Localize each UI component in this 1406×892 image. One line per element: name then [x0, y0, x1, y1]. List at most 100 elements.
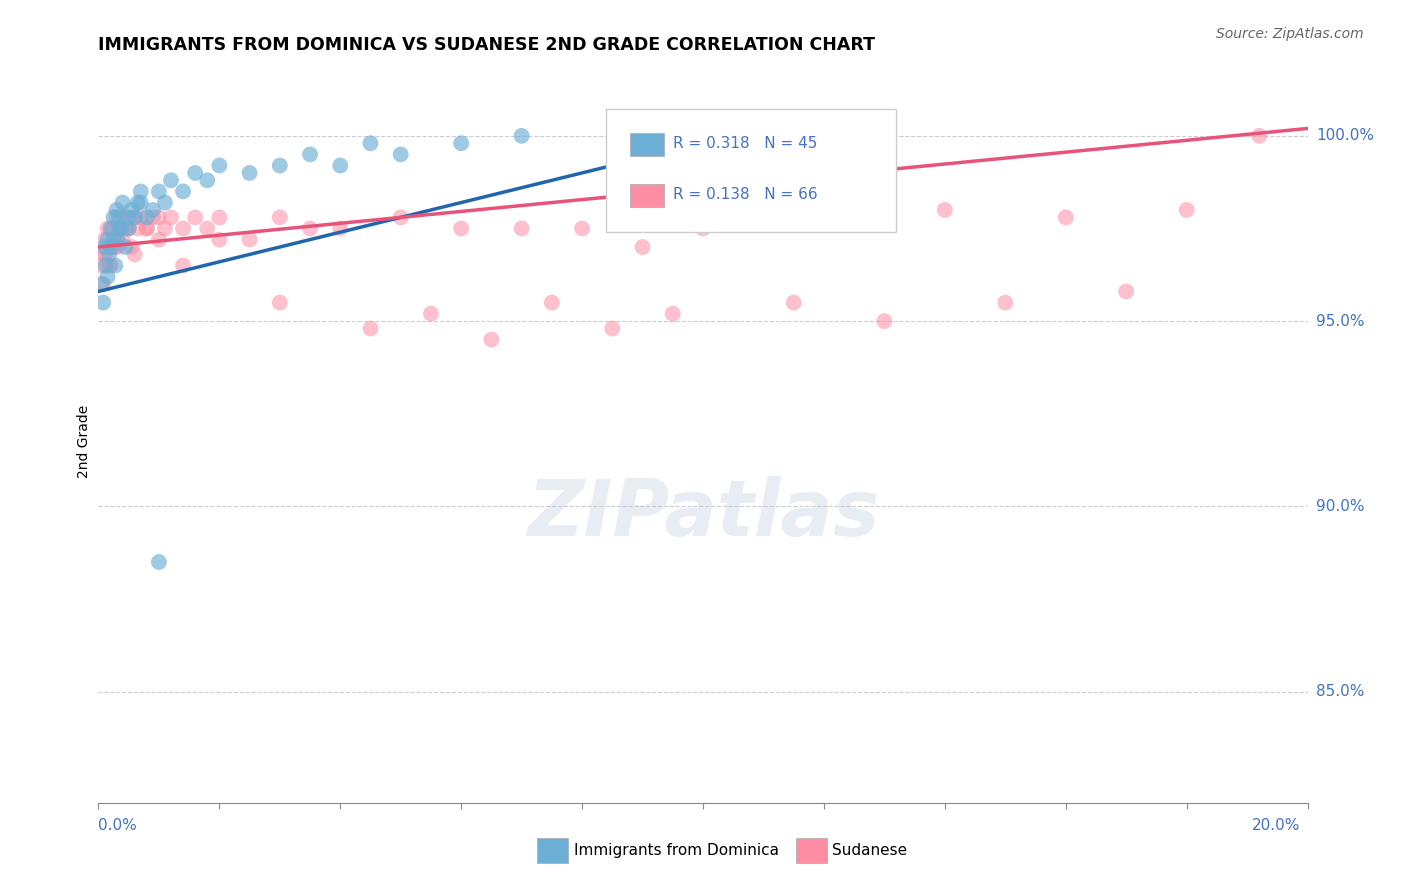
Point: [239, 166, 262, 180]
Point: [540, 295, 562, 310]
Point: [104, 259, 127, 273]
Point: [184, 166, 207, 180]
Point: [129, 185, 152, 199]
Point: [124, 211, 146, 225]
Point: [172, 221, 194, 235]
Point: [100, 259, 122, 273]
Point: [510, 128, 533, 143]
Point: [172, 185, 194, 199]
FancyBboxPatch shape: [606, 109, 897, 232]
Point: [107, 233, 129, 247]
Point: [481, 333, 503, 347]
Point: [360, 136, 382, 151]
Point: [104, 240, 127, 254]
FancyBboxPatch shape: [630, 184, 664, 207]
Point: [114, 221, 136, 235]
Text: 90.0%: 90.0%: [1316, 499, 1364, 514]
Point: [994, 295, 1017, 310]
Point: [108, 221, 131, 235]
Point: [692, 221, 714, 235]
Point: [208, 211, 231, 225]
Point: [118, 221, 141, 235]
Point: [118, 211, 141, 225]
Point: [153, 195, 176, 210]
Point: [100, 221, 122, 235]
Point: [91, 277, 114, 291]
Point: [1054, 211, 1077, 225]
Point: [269, 211, 291, 225]
Point: [100, 240, 122, 254]
Text: R = 0.138   N = 66: R = 0.138 N = 66: [672, 187, 817, 202]
Point: [93, 233, 115, 247]
Point: [103, 233, 125, 247]
Point: [269, 159, 291, 173]
Point: [129, 195, 152, 210]
Point: [114, 211, 136, 225]
Point: [90, 277, 112, 291]
Point: [96, 233, 118, 247]
Y-axis label: 2nd Grade: 2nd Grade: [77, 405, 91, 478]
Point: [873, 314, 896, 328]
Point: [602, 321, 624, 335]
Point: [631, 240, 654, 254]
Point: [360, 321, 382, 335]
Point: [148, 555, 170, 569]
Point: [93, 247, 115, 261]
Text: IMMIGRANTS FROM DOMINICA VS SUDANESE 2ND GRADE CORRELATION CHART: IMMIGRANTS FROM DOMINICA VS SUDANESE 2ND…: [98, 36, 876, 54]
Point: [783, 295, 806, 310]
Point: [121, 240, 143, 254]
Point: [108, 211, 131, 225]
Point: [135, 221, 157, 235]
Point: [105, 233, 128, 247]
Point: [91, 295, 114, 310]
Point: [114, 240, 136, 254]
Point: [420, 307, 443, 321]
Text: Immigrants from Dominica: Immigrants from Dominica: [574, 844, 779, 858]
Point: [208, 159, 231, 173]
Point: [239, 233, 262, 247]
Point: [111, 233, 134, 247]
Text: 85.0%: 85.0%: [1316, 684, 1364, 699]
Point: [129, 211, 152, 225]
Point: [124, 211, 146, 225]
Point: [299, 147, 322, 161]
Point: [934, 202, 956, 217]
Point: [813, 211, 835, 225]
Point: [98, 259, 121, 273]
Point: [135, 211, 157, 225]
Point: [96, 269, 118, 284]
Point: [127, 221, 149, 235]
Point: [93, 240, 115, 254]
Point: [142, 202, 165, 217]
Point: [148, 211, 170, 225]
Point: [148, 233, 170, 247]
Point: [571, 221, 593, 235]
Point: [299, 221, 322, 235]
Point: [450, 136, 472, 151]
Text: 20.0%: 20.0%: [1253, 818, 1301, 832]
Text: Source: ZipAtlas.com: Source: ZipAtlas.com: [1216, 27, 1364, 41]
Point: [148, 185, 170, 199]
Point: [105, 202, 128, 217]
FancyBboxPatch shape: [630, 133, 664, 156]
Point: [269, 295, 291, 310]
Point: [160, 211, 183, 225]
Point: [103, 233, 125, 247]
Point: [1175, 202, 1198, 217]
Text: 95.0%: 95.0%: [1316, 314, 1364, 328]
Point: [160, 173, 183, 187]
Point: [90, 259, 112, 273]
Point: [124, 247, 146, 261]
Point: [118, 221, 141, 235]
Point: [450, 221, 472, 235]
Point: [135, 221, 157, 235]
Text: ZIPatlas: ZIPatlas: [527, 475, 879, 552]
Point: [94, 259, 117, 273]
Point: [98, 247, 121, 261]
Point: [184, 211, 207, 225]
Point: [108, 221, 131, 235]
Point: [389, 147, 412, 161]
Point: [329, 221, 352, 235]
Point: [195, 221, 218, 235]
Point: [142, 211, 165, 225]
